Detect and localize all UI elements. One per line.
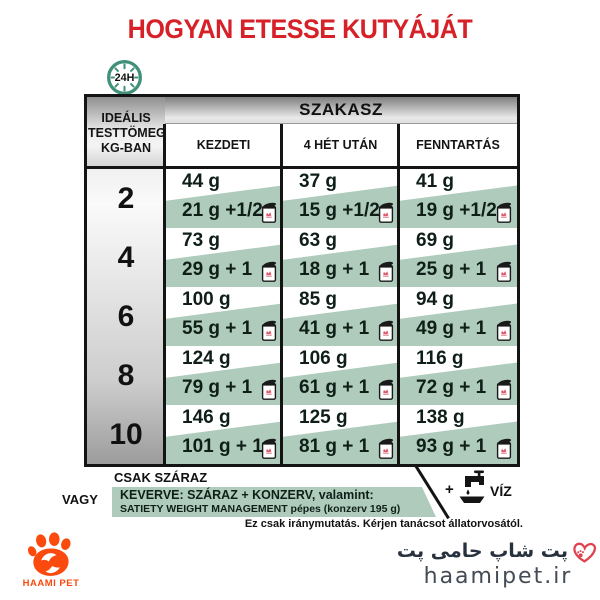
table-cell: 73 g 29 g + 1 bbox=[165, 228, 282, 287]
weight-column-header: IDEÁLIS TESTTÖMEG KG-BAN bbox=[87, 97, 166, 169]
mix-amount: 41 g + 1 bbox=[299, 318, 370, 339]
can-icon bbox=[378, 438, 394, 459]
table-cell: 100 g 55 g + 1 bbox=[165, 287, 282, 346]
water-tap-icon bbox=[459, 470, 485, 503]
column-label: 4 HÉT UTÁN bbox=[303, 137, 378, 152]
table-cell: 37 g 15 g +1/2 bbox=[282, 169, 399, 228]
can-icon bbox=[496, 438, 512, 459]
mix-amount: 18 g + 1 bbox=[299, 259, 370, 280]
weight-value: 2 bbox=[117, 181, 135, 215]
or-label: VAGY bbox=[62, 492, 98, 507]
dry-amount: 73 g bbox=[182, 230, 221, 251]
mix-amount: 25 g + 1 bbox=[416, 259, 487, 280]
can-icon bbox=[261, 379, 277, 400]
can-icon bbox=[496, 261, 512, 282]
table-cell: 116 g 72 g + 1 bbox=[399, 346, 517, 405]
weight-value: 10 bbox=[109, 417, 143, 451]
table-cell: 138 g 93 g + 1 bbox=[399, 405, 517, 464]
can-icon bbox=[378, 320, 394, 341]
dry-amount: 124 g bbox=[182, 348, 231, 369]
dry-amount: 37 g bbox=[299, 171, 338, 192]
can-icon bbox=[496, 202, 512, 223]
mix-amount: 55 g + 1 bbox=[182, 318, 253, 339]
mixed-line-2: SATIETY WEIGHT MANAGEMENT pépes (konzerv… bbox=[120, 502, 401, 515]
table-cell: 124 g 79 g + 1 bbox=[165, 346, 282, 405]
mix-amount: 101 g + 1 bbox=[182, 436, 263, 457]
dry-amount: 63 g bbox=[299, 230, 338, 251]
can-icon bbox=[378, 202, 394, 223]
mix-amount: 93 g + 1 bbox=[416, 436, 487, 457]
table-cell: 106 g 61 g + 1 bbox=[282, 346, 399, 405]
page-title: HOGYAN ETESSE KUTYÁJÁT bbox=[127, 14, 473, 44]
dry-amount: 100 g bbox=[182, 289, 231, 310]
column-header-maintenance: FENNTARTÁS bbox=[399, 124, 517, 167]
dry-amount: 94 g bbox=[416, 289, 455, 310]
24h-clock-icon: 24H bbox=[107, 60, 142, 95]
weight-value: 4 bbox=[117, 240, 135, 274]
mix-amount: 81 g + 1 bbox=[299, 436, 370, 457]
dry-amount: 44 g bbox=[182, 171, 221, 192]
haami-pet-brand-label: HAAMI PET bbox=[22, 578, 80, 589]
table-cell: 63 g 18 g + 1 bbox=[282, 228, 399, 287]
column-divider bbox=[163, 124, 166, 464]
table-cell: 85 g 41 g + 1 bbox=[282, 287, 399, 346]
weight-value: 6 bbox=[117, 299, 135, 333]
mix-amount: 72 g + 1 bbox=[416, 377, 487, 398]
column-divider bbox=[397, 124, 400, 464]
dry-amount: 106 g bbox=[299, 348, 348, 369]
can-icon bbox=[496, 320, 512, 341]
table-body: 44 g 21 g +1/2 37 g 15 g +1/2 41 g 19 g … bbox=[165, 169, 517, 464]
table-cell: 125 g 81 g + 1 bbox=[282, 405, 399, 464]
column-label: FENNTARTÁS bbox=[416, 137, 500, 152]
dry-amount: 138 g bbox=[416, 407, 465, 428]
mix-amount: 29 g + 1 bbox=[182, 259, 253, 280]
header-divider bbox=[87, 166, 517, 169]
can-icon bbox=[261, 438, 277, 459]
table-cell: 69 g 25 g + 1 bbox=[399, 228, 517, 287]
mix-amount: 15 g +1/2 bbox=[299, 200, 380, 221]
clock-label: 24H bbox=[115, 72, 135, 84]
can-icon bbox=[261, 261, 277, 282]
can-icon bbox=[496, 379, 512, 400]
column-header-after-4-weeks: 4 HÉT UTÁN bbox=[282, 124, 399, 167]
phase-group-header: SZAKASZ bbox=[165, 97, 517, 124]
heart-paw-icon bbox=[573, 542, 597, 563]
can-icon bbox=[378, 379, 394, 400]
table-cell: 94 g 49 g + 1 bbox=[399, 287, 517, 346]
weight-value: 8 bbox=[117, 358, 135, 392]
mix-amount: 79 g + 1 bbox=[182, 377, 253, 398]
can-icon bbox=[378, 261, 394, 282]
shop-name-persian: پت شاپ حامی پت bbox=[396, 540, 568, 562]
guidance-note: Ez csak iránymutatás. Kérjen tanácsot ál… bbox=[244, 518, 523, 530]
dry-amount: 146 g bbox=[182, 407, 231, 428]
column-header-initial: KEZDETI bbox=[165, 124, 282, 167]
weight-column: 2 4 6 8 10 bbox=[87, 169, 165, 464]
dry-amount: 85 g bbox=[299, 289, 338, 310]
can-icon bbox=[261, 320, 277, 341]
mixed-feeding-band: KEVERVE: SZÁRAZ + KONZERV, valamint: SAT… bbox=[112, 487, 436, 517]
can-icon bbox=[261, 202, 277, 223]
mix-amount: 19 g +1/2 bbox=[416, 200, 497, 221]
feeding-table: IDEÁLIS TESTTÖMEG KG-BAN SZAKASZ KEZDETI… bbox=[84, 94, 520, 467]
column-label: KEZDETI bbox=[196, 137, 251, 152]
dry-amount: 125 g bbox=[299, 407, 348, 428]
shop-url: haamipet.ir bbox=[423, 564, 573, 589]
table-cell: 41 g 19 g +1/2 bbox=[399, 169, 517, 228]
mixed-line-1: KEVERVE: SZÁRAZ + KONZERV, valamint: bbox=[120, 488, 374, 502]
mix-amount: 49 g + 1 bbox=[416, 318, 487, 339]
mix-amount: 61 g + 1 bbox=[299, 377, 370, 398]
table-cell: 44 g 21 g +1/2 bbox=[165, 169, 282, 228]
dry-amount: 116 g bbox=[416, 348, 464, 369]
column-divider bbox=[280, 124, 283, 464]
table-cell: 146 g 101 g + 1 bbox=[165, 405, 282, 464]
mix-amount: 21 g +1/2 bbox=[182, 200, 263, 221]
dry-amount: 41 g bbox=[416, 171, 455, 192]
water-label: VÍZ bbox=[490, 483, 512, 499]
haami-pet-paw-logo bbox=[27, 532, 71, 576]
dry-only-label: CSAK SZÁRAZ bbox=[114, 470, 208, 485]
plus-sign: + bbox=[445, 481, 454, 498]
weight-header-label: IDEÁLIS TESTTÖMEG KG-BAN bbox=[88, 110, 166, 155]
dry-amount: 69 g bbox=[416, 230, 455, 251]
